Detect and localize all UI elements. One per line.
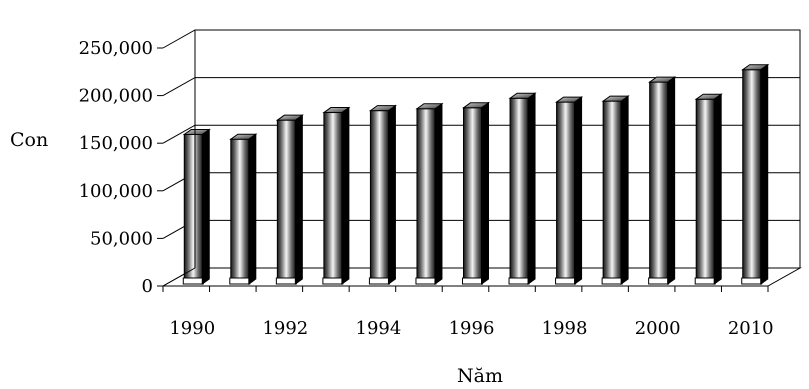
x-tick-label: 2010 (728, 318, 774, 339)
y-tick-label: 0 (142, 276, 153, 297)
bar (368, 104, 397, 285)
bar-top (601, 95, 630, 102)
bar (182, 128, 211, 285)
bar (461, 101, 491, 285)
bar-top (415, 103, 444, 110)
x-tick-label: 1996 (449, 318, 495, 339)
bar-top (694, 93, 723, 100)
bar-front (183, 133, 203, 279)
bar-side (434, 102, 443, 285)
bar-side (667, 76, 676, 285)
bar-side (294, 114, 303, 285)
bar-front (323, 112, 343, 279)
bar-front (416, 108, 436, 279)
bar-front (602, 100, 622, 279)
bar (508, 92, 537, 285)
bar-base (694, 277, 716, 285)
bar-front (556, 101, 576, 279)
bar-base (368, 277, 390, 285)
bar-base (322, 277, 344, 285)
bar-side (527, 92, 536, 285)
bar-top (322, 107, 351, 114)
x-axis-title: Năm (457, 365, 503, 387)
bar-top (368, 105, 397, 112)
axis-corner (162, 267, 196, 287)
gridline (162, 29, 800, 49)
bar (741, 63, 770, 285)
bar-side (248, 133, 257, 285)
bar-base (601, 277, 623, 285)
bar-base (555, 277, 577, 285)
bar-top (508, 92, 537, 99)
bar-base (415, 277, 437, 285)
x-tick-label: 1994 (356, 318, 402, 339)
bar-base (508, 277, 530, 285)
bar (275, 114, 304, 285)
bar-base (275, 277, 297, 285)
bar-top (229, 133, 258, 140)
bar (648, 76, 677, 285)
y-tick-label: 100,000 (79, 181, 153, 202)
bar-front (463, 107, 482, 279)
bar-front (742, 69, 762, 279)
gridline (162, 77, 800, 97)
bar-side (574, 96, 583, 285)
bar-base (462, 277, 483, 285)
bar (415, 102, 444, 285)
bar-base (648, 277, 670, 285)
bar-front (509, 97, 529, 279)
y-tick-label: 200,000 (79, 86, 153, 107)
y-axis-title: Con (10, 129, 48, 151)
bar (555, 96, 584, 285)
bar-front (230, 138, 250, 279)
bar-front (695, 98, 715, 279)
x-tick-label: 1998 (542, 318, 588, 339)
y-tick-label: 250,000 (79, 38, 153, 59)
x-tick-label: 1990 (169, 318, 215, 339)
axes: 0 50,000 100,000 150,000 200,000 250,000 1990 1… (79, 30, 774, 339)
y-tick-label: 50,000 (90, 228, 153, 249)
bar-front (276, 119, 296, 279)
bar-top (648, 76, 677, 83)
bar-top (182, 128, 211, 135)
bar-base (229, 277, 251, 285)
bar-front (369, 110, 389, 279)
bar-top (741, 64, 770, 71)
bar-front (649, 81, 669, 279)
bar-top (275, 114, 304, 121)
bar-top (555, 96, 584, 103)
bar-side (341, 106, 350, 285)
bar-side (481, 101, 489, 285)
bar-base (741, 277, 763, 285)
bar (322, 106, 351, 285)
y-tick-label: 150,000 (79, 133, 153, 154)
bars (182, 63, 770, 285)
x-tick-label: 2000 (635, 318, 681, 339)
bar-top (461, 102, 491, 109)
bar-side (201, 128, 210, 285)
bar-side (760, 63, 769, 285)
bar-base (182, 277, 204, 285)
bar (229, 133, 258, 285)
bar-side (620, 95, 629, 285)
bar-side (387, 104, 396, 285)
bar-side (713, 93, 722, 285)
x-tick-label: 1992 (262, 318, 308, 339)
bar (694, 93, 723, 285)
bar (601, 95, 630, 285)
